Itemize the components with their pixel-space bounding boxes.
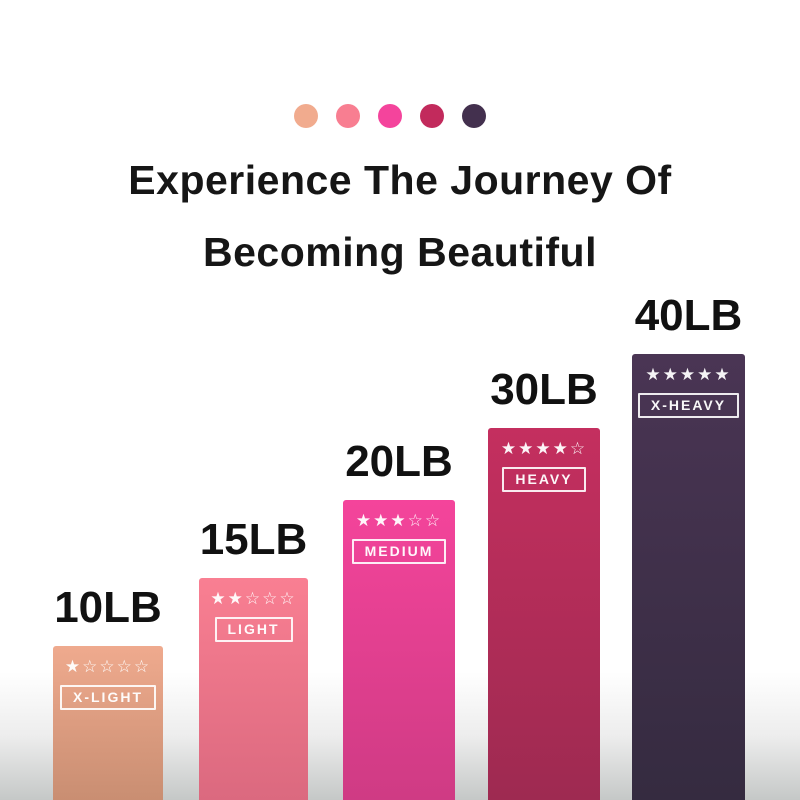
bar-column-x-heavy: 40LB ★★★★★ X-HEAVY [632, 291, 745, 800]
band-badge-x-heavy: X-HEAVY [637, 393, 740, 418]
bar-x-light: ★☆☆☆☆ X-LIGHT [53, 646, 163, 800]
page-title: Experience The Journey Of Becoming Beaut… [0, 144, 800, 288]
bar-x-heavy: ★★★★★ X-HEAVY [632, 354, 745, 800]
weight-label-40lb: 40LB [634, 291, 743, 340]
palette-dots-row [0, 104, 780, 128]
band-badge-medium: MEDIUM [351, 539, 447, 564]
weight-label-20lb: 20LB [345, 437, 453, 486]
medium-dot-icon [378, 104, 402, 128]
title-line-2: Becoming Beautiful [203, 229, 597, 275]
band-badge-light: LIGHT [214, 617, 293, 642]
bar-column-light: 15LB ★★☆☆☆ LIGHT [199, 515, 308, 800]
x-heavy-dot-icon [462, 104, 486, 128]
bar-medium: ★★★☆☆ MEDIUM [343, 500, 455, 800]
star-rating-x-light: ★☆☆☆☆ [64, 657, 152, 677]
weight-label-30lb: 30LB [490, 365, 598, 414]
band-badge-heavy: HEAVY [502, 467, 586, 492]
title-line-1: Experience The Journey Of [128, 157, 672, 203]
light-dot-icon [336, 104, 360, 128]
x-light-dot-icon [294, 104, 318, 128]
band-badge-x-light: X-LIGHT [60, 685, 156, 710]
heavy-dot-icon [420, 104, 444, 128]
star-rating-x-heavy: ★★★★★ [645, 365, 732, 385]
bar-column-x-light: 10LB ★☆☆☆☆ X-LIGHT [53, 583, 163, 800]
weight-label-15lb: 15LB [199, 515, 308, 564]
bar-column-medium: 20LB ★★★☆☆ MEDIUM [343, 437, 455, 800]
star-rating-heavy: ★★★★☆ [500, 439, 588, 459]
weight-label-10lb: 10LB [54, 583, 162, 632]
star-rating-light: ★★☆☆☆ [210, 589, 297, 609]
bar-heavy: ★★★★☆ HEAVY [488, 428, 600, 800]
bar-light: ★★☆☆☆ LIGHT [199, 578, 308, 800]
bar-column-heavy: 30LB ★★★★☆ HEAVY [488, 365, 600, 800]
star-rating-medium: ★★★☆☆ [355, 511, 443, 531]
